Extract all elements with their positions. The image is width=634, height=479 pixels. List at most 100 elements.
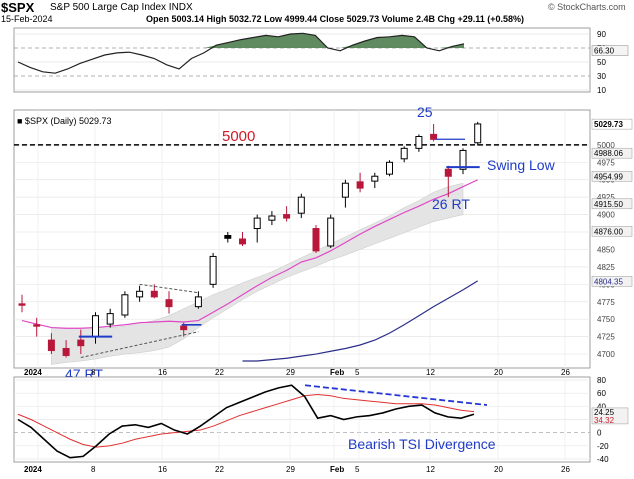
rt-26-label: 26 RT (432, 196, 470, 212)
y-tick-label: 40 (597, 402, 606, 411)
exchange-label: INDX (168, 2, 193, 13)
candle-body (430, 133, 438, 140)
candle-body (194, 296, 202, 308)
momentum-indicator-panel: 907050301066.30 (13, 27, 629, 95)
envelope-band (51, 182, 464, 365)
x-tick-label: 29 (286, 465, 295, 474)
candle-body (77, 339, 85, 347)
candle-body (47, 339, 55, 352)
tsi-panel: 80 60 40 20 0 -20 -40 Bearish TSI Divergence 24.… (13, 376, 629, 474)
last-value-box (591, 45, 629, 56)
ohlc-summary: Open 5003.14 High 5032.72 Low 4999.44 Cl… (146, 14, 525, 24)
overbought-fill (18, 33, 464, 48)
price-legend: ■ $SPX (Daily) 5029.73 (17, 116, 111, 126)
x-tick-label: Feb (330, 368, 344, 377)
wedge-lower-line (80, 331, 199, 359)
candle-body (400, 147, 408, 160)
y-tick-label: -40 (597, 455, 609, 464)
price-panel: 5000497549504925490048754850482548004775… (13, 104, 633, 382)
candle-body (121, 294, 129, 316)
candle-body (62, 347, 70, 356)
tsi-signal-value-label: 34.32 (594, 416, 615, 425)
price-value-box (591, 198, 633, 210)
level-5000-label: 5000 (222, 128, 255, 145)
x-tick-label: 5 (355, 368, 360, 377)
price-value-box (591, 147, 633, 159)
x-tick-label: 8 (91, 368, 96, 377)
candle-body (106, 313, 114, 325)
price-value-label: 5029.73 (594, 120, 623, 129)
peak-25-label: 25 (417, 104, 433, 120)
y-tick-label: 90 (597, 30, 606, 39)
candle-body (386, 161, 393, 175)
candle-body (371, 175, 379, 182)
y-tick-label: 5000 (597, 141, 615, 150)
x-tick-label: 5 (355, 465, 360, 474)
x-tick-label: 20 (494, 368, 503, 377)
y-tick-label: 4750 (597, 315, 615, 324)
candle-body (33, 324, 41, 327)
y-tick-label: 0 (597, 429, 602, 438)
x-tick-label: 2024 (24, 465, 42, 474)
x-tick-label: 22 (215, 368, 224, 377)
candle-body (474, 123, 482, 144)
x-tick-label: 22 (215, 465, 224, 474)
price-value-label: 4988.06 (594, 149, 623, 158)
price-value-label: 4915.50 (594, 200, 623, 209)
y-tick-label: 4775 (597, 298, 615, 307)
candle-body (224, 235, 232, 239)
candle-body (341, 182, 349, 198)
divergence-line (304, 384, 488, 406)
long-moving-average (242, 280, 479, 362)
candle-body (327, 217, 335, 247)
ticker-symbol: $SPX (1, 0, 35, 15)
candle-body (253, 217, 261, 230)
y-tick-label: 4900 (597, 211, 615, 220)
y-tick-label: 80 (597, 376, 606, 385)
candle-body (150, 290, 158, 298)
x-tick-label: 16 (158, 368, 167, 377)
candle-body (92, 315, 99, 338)
candle-body (283, 214, 291, 219)
y-tick-label: 10 (597, 86, 606, 95)
swing-low-label: Swing Low (487, 157, 556, 173)
price-value-label: 4876.00 (594, 227, 623, 236)
price-value-box (591, 276, 633, 287)
y-tick-label: 30 (597, 72, 606, 81)
price-value-label: 4804.35 (594, 277, 623, 286)
candle-body (18, 303, 26, 306)
candle-body (165, 299, 173, 308)
candle-body (180, 325, 188, 331)
y-tick-label: -20 (597, 442, 609, 451)
y-tick-label: 4975 (597, 158, 615, 167)
copyright: © StockCharts.com (548, 2, 626, 12)
price-value-box (591, 118, 633, 130)
price-value-label: 4954.99 (594, 172, 623, 181)
x-tick-label: 29 (286, 368, 295, 377)
y-tick-label: 4925 (597, 193, 615, 202)
ticker-name: S&P 500 Large Cap Index INDX (50, 2, 193, 13)
x-tick-label: 26 (561, 465, 570, 474)
y-tick-label: 4850 (597, 245, 615, 254)
header-date: 15-Feb-2024 (1, 14, 53, 24)
y-tick-label: 4725 (597, 333, 615, 342)
last-value-label: 66.30 (594, 47, 615, 56)
index-name: S&P 500 Large Cap Index (50, 2, 167, 13)
x-tick-label: Feb (330, 465, 344, 474)
candle-body (239, 238, 246, 245)
price-value-box (591, 171, 633, 182)
x-tick-label: 20 (494, 465, 503, 474)
y-tick-label: 4700 (597, 350, 615, 359)
x-tick-label: 12 (426, 465, 435, 474)
candle-body (356, 181, 364, 189)
y-tick-label: 60 (597, 389, 606, 398)
candle-body (459, 149, 467, 170)
x-tick-label: 26 (561, 368, 570, 377)
x-tick-label: 8 (91, 465, 96, 474)
indicator-line (17, 32, 465, 74)
candle-body (415, 135, 423, 149)
price-value-box (591, 226, 633, 237)
candle-body (268, 215, 276, 221)
divergence-label: Bearish TSI Divergence (348, 436, 496, 452)
